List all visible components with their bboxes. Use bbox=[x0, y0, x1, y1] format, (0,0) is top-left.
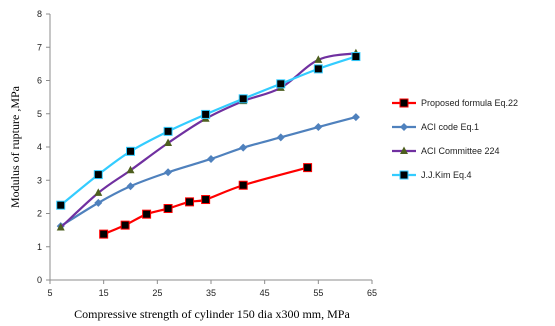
data-point bbox=[164, 168, 173, 177]
data-point bbox=[238, 180, 248, 190]
legend-label: Proposed formula Eq.22 bbox=[421, 98, 518, 108]
y-tick-label: 3 bbox=[37, 175, 42, 185]
x-tick-label: 15 bbox=[99, 288, 109, 298]
legend-label: J.J.Kim Eq.4 bbox=[421, 170, 472, 180]
legend-entry: ACI code Eq.1 bbox=[392, 122, 479, 132]
legend-label: ACI code Eq.1 bbox=[421, 122, 479, 132]
data-point bbox=[351, 52, 361, 62]
x-tick-label: 5 bbox=[47, 288, 52, 298]
y-axis-title: Modulus of rupture ,MPa bbox=[8, 85, 22, 208]
data-point bbox=[126, 146, 135, 156]
series-2 bbox=[56, 113, 360, 231]
data-point bbox=[303, 163, 313, 173]
x-tick-label: 55 bbox=[313, 288, 323, 298]
data-point bbox=[126, 165, 135, 174]
legend-label: ACI Committee 224 bbox=[421, 146, 500, 156]
x-tick-label: 25 bbox=[152, 288, 162, 298]
x-tick-label: 65 bbox=[367, 288, 377, 298]
y-tick-label: 2 bbox=[37, 209, 42, 219]
data-point bbox=[185, 197, 195, 207]
legend-entry: Proposed formula Eq.22 bbox=[392, 98, 518, 108]
series-line bbox=[60, 55, 357, 207]
legend-entry: ACI Committee 224 bbox=[392, 146, 500, 156]
data-point bbox=[56, 200, 66, 210]
y-tick-label: 4 bbox=[37, 142, 42, 152]
y-tick-label: 1 bbox=[37, 242, 42, 252]
data-point bbox=[351, 113, 360, 122]
y-tick-label: 5 bbox=[37, 109, 42, 119]
data-point bbox=[276, 133, 285, 142]
data-point bbox=[120, 220, 130, 230]
data-point bbox=[314, 123, 323, 132]
series-1 bbox=[99, 163, 313, 239]
legend-entry: J.J.Kim Eq.4 bbox=[392, 170, 472, 180]
data-point bbox=[313, 64, 323, 74]
x-tick-label: 35 bbox=[206, 288, 216, 298]
series-4 bbox=[56, 52, 361, 210]
data-point bbox=[276, 79, 286, 89]
data-point bbox=[201, 195, 211, 205]
data-point bbox=[93, 170, 103, 180]
legend-swatch-marker bbox=[400, 146, 408, 154]
data-point bbox=[163, 204, 173, 214]
data-point bbox=[94, 188, 103, 196]
data-point bbox=[238, 94, 248, 104]
y-tick-label: 8 bbox=[37, 9, 42, 19]
data-point bbox=[207, 154, 215, 163]
data-point bbox=[56, 222, 65, 231]
data-point bbox=[126, 182, 135, 191]
legend-swatch-marker bbox=[400, 123, 408, 131]
data-point bbox=[239, 143, 248, 152]
y-tick-label: 6 bbox=[37, 76, 42, 86]
data-point bbox=[94, 198, 103, 207]
data-point bbox=[164, 138, 173, 147]
x-axis-title: Compressive strength of cylinder 150 dia… bbox=[74, 307, 350, 321]
data-point bbox=[163, 126, 173, 136]
data-point bbox=[99, 229, 109, 239]
x-tick-label: 45 bbox=[260, 288, 270, 298]
y-tick-label: 0 bbox=[37, 275, 42, 285]
legend-swatch-marker bbox=[399, 170, 409, 180]
y-tick-label: 7 bbox=[37, 42, 42, 52]
data-point bbox=[142, 209, 152, 219]
legend-swatch-marker bbox=[399, 98, 409, 108]
data-point bbox=[201, 109, 211, 119]
data-point bbox=[314, 55, 323, 63]
legend: Proposed formula Eq.22 ACI code Eq.1 ACI C… bbox=[392, 98, 518, 180]
